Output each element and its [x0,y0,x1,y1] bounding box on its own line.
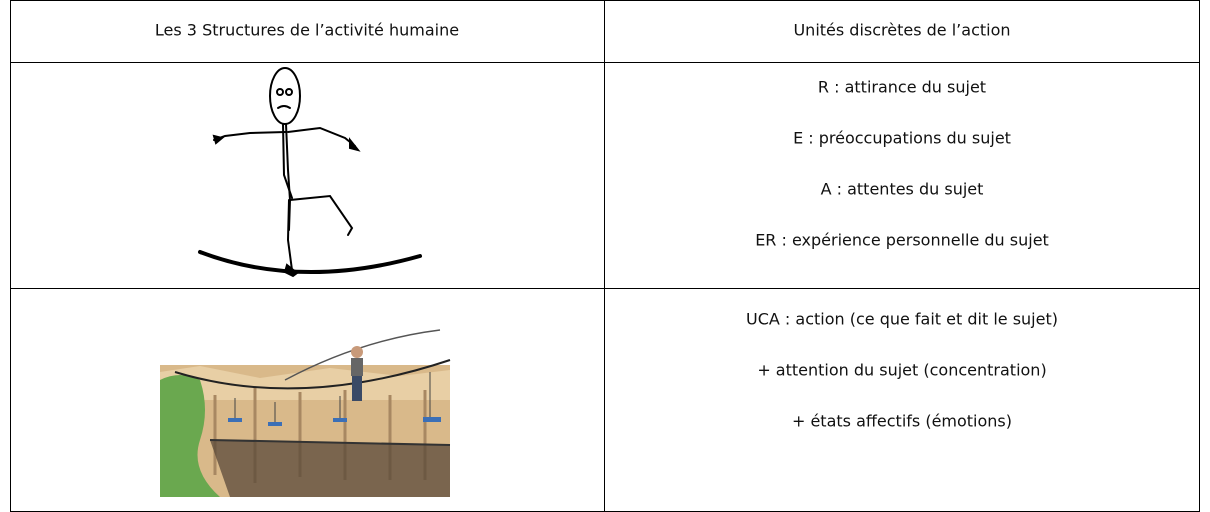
cell-line: ER : expérience personnelle du sujet [755,231,1049,250]
header-cell: Unités discrètes de l’action [793,21,1010,40]
cell-line: E : préoccupations du sujet [793,129,1011,148]
cell-line: + attention du sujet (concentration) [757,361,1046,380]
cell-line: A : attentes du sujet [821,180,984,199]
tightrope-photo [160,329,451,497]
header-cell: Les 3 Structures de l’activité humaine [155,21,459,40]
cell-line: R : attirance du sujet [818,78,986,97]
cell-line: UCA : action (ce que fait et dit le suje… [746,310,1058,329]
cell-line: + états affectifs (émotions) [792,412,1012,431]
stick-figure-illustration [198,67,422,278]
